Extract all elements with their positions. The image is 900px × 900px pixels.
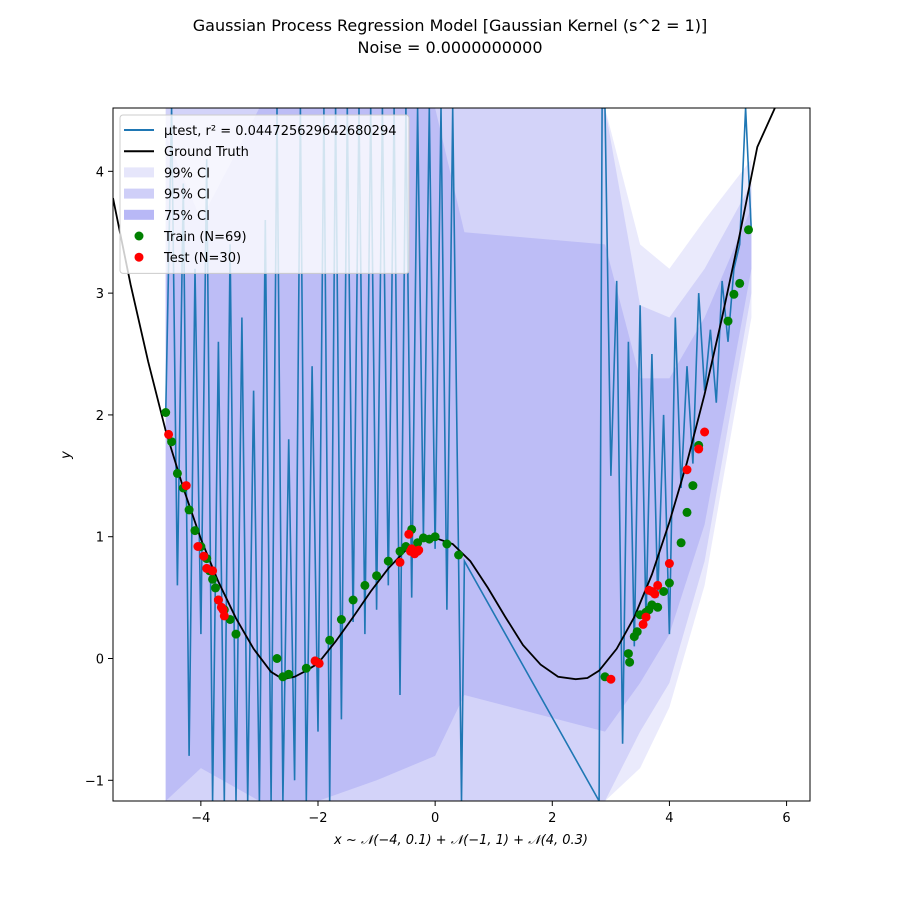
x-tick-label: 6 (782, 811, 790, 826)
x-axis-ticks: −4 −2 0 2 4 6 (191, 801, 791, 826)
train-point (735, 278, 745, 288)
x-tick-label: 4 (665, 811, 673, 826)
train-point (653, 602, 663, 612)
scatter-points (161, 225, 753, 684)
x-tick-label: 0 (431, 811, 439, 826)
test-point (650, 589, 660, 599)
legend-point-swatch (134, 231, 144, 241)
train-point (208, 574, 218, 584)
legend-label: Test (N=30) (163, 251, 241, 266)
train-point (301, 663, 311, 673)
train-point (172, 468, 182, 478)
legend-label: μtest, r² = 0.044725629642680294 (164, 124, 397, 139)
test-point (700, 427, 710, 437)
train-point (676, 538, 686, 548)
legend-patch-swatch (124, 188, 154, 199)
train-point (623, 649, 633, 659)
train-point (723, 316, 733, 326)
y-axis-ticks: −1 0 1 2 3 4 (85, 165, 113, 789)
train-point (360, 580, 370, 590)
train-point (231, 629, 241, 639)
test-point (638, 619, 648, 629)
test-point (664, 559, 674, 568)
chart-subtitle: Noise = 0.0000000000 (357, 38, 543, 57)
test-point (606, 674, 616, 684)
test-point (653, 580, 663, 590)
legend-box (119, 114, 410, 274)
test-point (208, 566, 218, 576)
train-point (729, 289, 739, 299)
train-point (211, 583, 220, 593)
legend-label: 95% CI (164, 188, 210, 203)
test-point (199, 551, 209, 561)
test-point (164, 429, 174, 439)
train-point (272, 654, 282, 663)
test-point (213, 595, 223, 605)
train-point (682, 507, 692, 517)
legend-patch-swatch (124, 167, 154, 178)
train-point (348, 595, 358, 605)
train-point (372, 571, 382, 581)
test-point (694, 444, 704, 454)
train-point (632, 627, 642, 637)
x-axis-label: x ~ 𝒩(−4, 0.1) + 𝒩(−1, 1) + 𝒩(4, 0.3) (333, 833, 588, 848)
train-point (184, 505, 194, 515)
chart-title: Gaussian Process Regression Model [Gauss… (192, 16, 708, 35)
x-tick-label: −2 (308, 811, 327, 826)
train-point (659, 587, 669, 596)
x-tick-label: −4 (191, 811, 210, 826)
train-point (161, 408, 171, 417)
train-point (688, 481, 698, 491)
train-point (336, 615, 346, 624)
ci-band-2 (165, 108, 752, 801)
legend-label: 75% CI (164, 209, 210, 224)
train-point (167, 437, 177, 447)
test-point (395, 557, 405, 567)
train-point (383, 556, 393, 566)
test-point (404, 529, 414, 539)
legend: μtest, r² = 0.044725629642680294 Ground T… (119, 114, 410, 274)
test-point (219, 611, 229, 621)
y-tick-label: −1 (85, 774, 104, 789)
y-tick-label: 2 (96, 409, 104, 424)
y-tick-label: 1 (96, 531, 104, 546)
train-point (325, 635, 335, 645)
legend-label: Train (N=69) (163, 230, 247, 245)
ci-bands (165, 108, 752, 801)
mean-prediction-line (164, 108, 753, 801)
train-point (625, 657, 635, 667)
y-tick-label: 0 (96, 653, 104, 668)
test-point (682, 465, 692, 475)
legend-point-swatch (134, 252, 144, 262)
plot-frame (112, 107, 811, 802)
legend-patch-swatch (124, 209, 154, 220)
y-tick-label: 3 (96, 287, 104, 302)
train-point (664, 578, 674, 588)
legend-label: 99% CI (164, 166, 210, 181)
train-point (744, 225, 753, 235)
test-point (641, 612, 651, 622)
train-point (190, 526, 200, 536)
train-point (454, 550, 464, 560)
test-point (314, 658, 324, 668)
test-point (181, 481, 191, 491)
test-point (414, 545, 424, 555)
train-point (430, 532, 440, 542)
y-axis-label: y (59, 451, 74, 460)
test-point (193, 542, 203, 551)
x-tick-label: 2 (548, 811, 556, 826)
y-tick-label: 4 (96, 165, 104, 180)
train-point (284, 669, 294, 679)
legend-label: Ground Truth (164, 145, 249, 160)
train-point (442, 539, 452, 549)
